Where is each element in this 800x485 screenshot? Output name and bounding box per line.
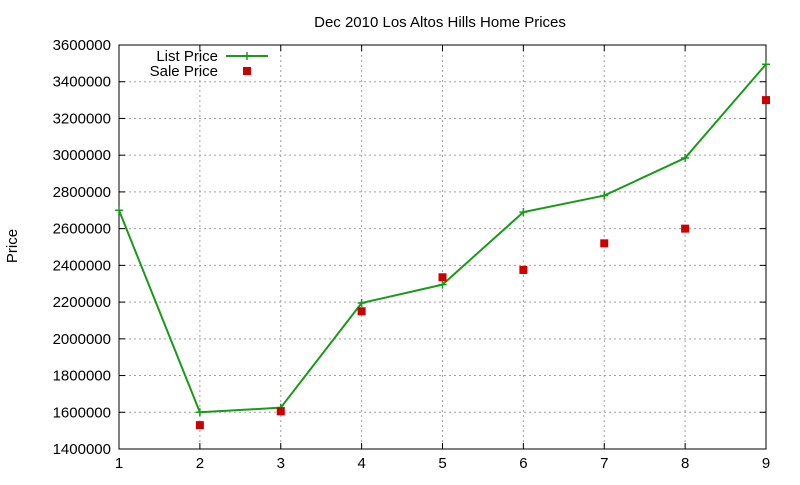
legend-entry-list-price: List Price <box>156 48 268 65</box>
series <box>115 60 770 430</box>
sale-price-point <box>357 307 366 316</box>
x-tick-label: 5 <box>438 455 446 472</box>
y-tick-label: 3600000 <box>53 37 111 54</box>
legend-label: List Price <box>156 48 218 65</box>
y-tick-label: 2600000 <box>53 221 111 238</box>
list-price-point <box>357 299 366 308</box>
x-tick-label: 1 <box>115 455 123 472</box>
y-tick-label: 1800000 <box>53 368 111 385</box>
y-tick-label: 2400000 <box>53 257 111 274</box>
x-tick-label: 7 <box>600 455 608 472</box>
sale-price-point <box>519 265 528 274</box>
x-tick-label: 3 <box>277 455 285 472</box>
x-tick-label: 2 <box>196 455 204 472</box>
chart-title: Dec 2010 Los Altos Hills Home Prices <box>314 14 566 31</box>
grid <box>119 45 766 449</box>
sale-price-point <box>195 421 204 430</box>
y-tick-label: 2200000 <box>53 294 111 311</box>
list-price-point <box>762 60 770 69</box>
y-axis-label: Price <box>4 229 21 263</box>
y-tick-label: 2000000 <box>53 331 111 348</box>
y-tick-label: 3200000 <box>53 110 111 127</box>
x-tick-label: 8 <box>681 455 689 472</box>
y-tick-label: 1400000 <box>53 441 111 458</box>
legend-cross-swatch <box>243 52 251 60</box>
x-tick-label: 6 <box>519 455 527 472</box>
y-tick-label: 2800000 <box>53 184 111 201</box>
list-price-point <box>519 208 528 217</box>
sale-price-point <box>438 273 447 282</box>
legend-entry-sale-price: Sale Price <box>150 63 251 80</box>
y-tick-label: 3400000 <box>53 74 111 91</box>
list-price-point <box>195 408 204 417</box>
y-tick-label: 3000000 <box>53 147 111 164</box>
legend-label: Sale Price <box>150 63 218 80</box>
legend-square-swatch <box>243 67 251 75</box>
axes: 1 2 3 4 5 6 7 8 9 1400000 1600000 1800000 2000000 220… <box>53 37 771 472</box>
sale-price-point <box>681 224 690 233</box>
sale-price-point <box>276 407 285 416</box>
sale-price-point <box>762 96 770 105</box>
sale-price-point <box>600 239 609 248</box>
list-price-point <box>600 191 609 200</box>
y-tick-label: 1600000 <box>53 404 111 421</box>
list-price-point <box>115 206 123 215</box>
list-price-point <box>438 280 447 289</box>
x-tick-label: 9 <box>762 455 770 472</box>
x-tick-label: 4 <box>357 455 365 472</box>
list-price-point <box>681 153 690 162</box>
